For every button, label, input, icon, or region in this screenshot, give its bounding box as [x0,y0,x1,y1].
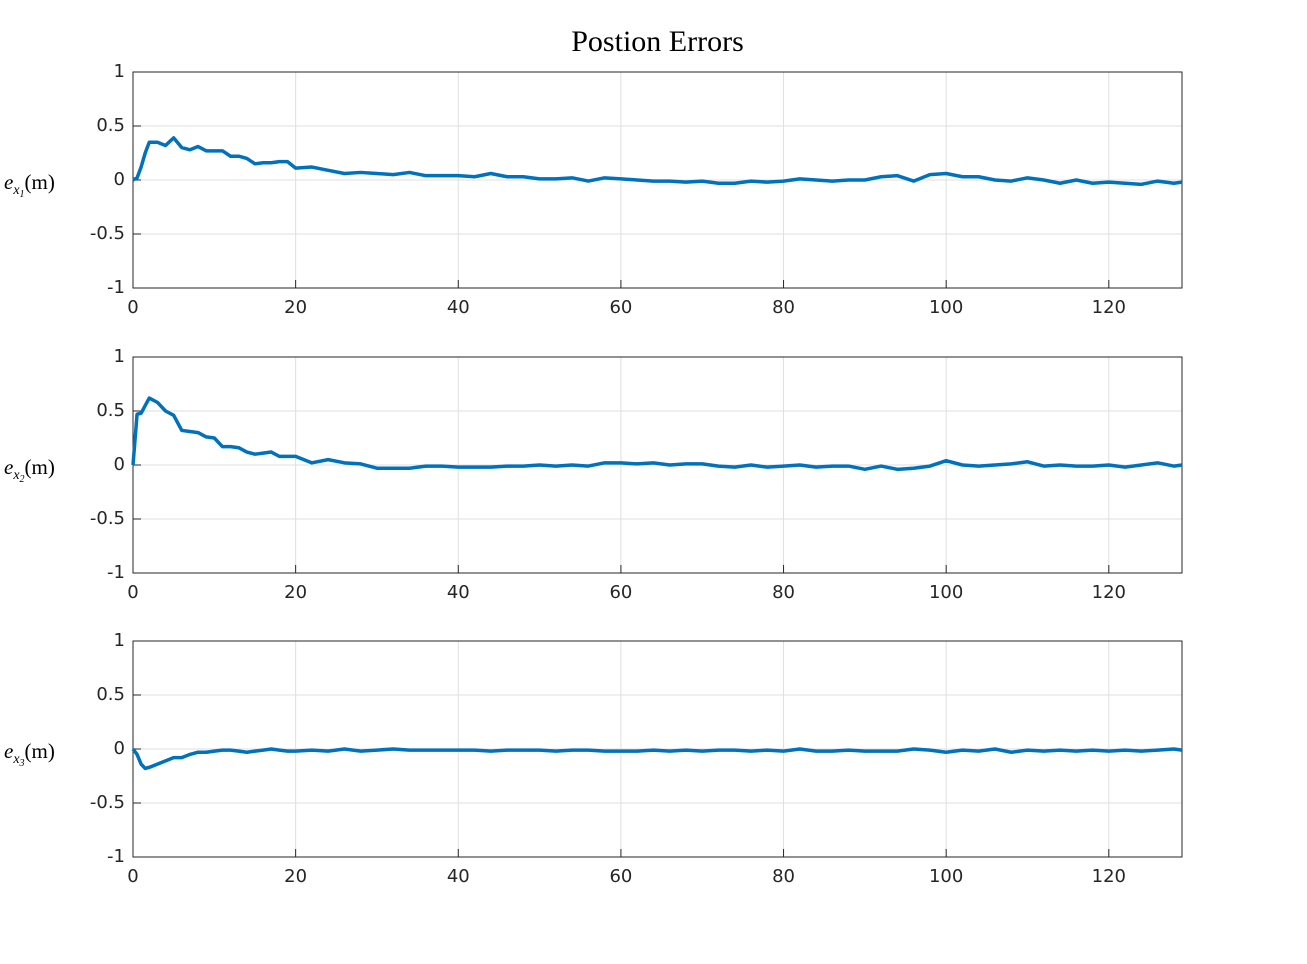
y-axis-label-part: e [4,170,13,194]
y-tick-label: 1 [114,61,125,82]
y-axis-label: ex1(m) [4,170,55,200]
x-tick-label: 40 [447,582,470,603]
y-tick-label: -1 [107,277,125,298]
y-axis-label-part: 3 [19,758,25,769]
x-tick-label: 60 [609,297,632,318]
x-tick-label: 60 [609,866,632,887]
x-tick-label: 120 [1092,866,1126,887]
x-tick-label: 0 [127,582,138,603]
x-tick-label: 120 [1092,297,1126,318]
y-tick-label: 0.5 [96,400,125,421]
y-tick-label: 1 [114,346,125,367]
x-tick-label: 0 [127,297,138,318]
y-axis-label-part: x [12,183,20,198]
x-tick-label: 20 [284,866,307,887]
x-tick-label: 100 [929,866,963,887]
x-tick-label: 80 [772,582,795,603]
y-tick-label: 0 [114,738,125,759]
x-tick-label: 40 [447,297,470,318]
x-tick-label: 60 [609,582,632,603]
y-tick-label: -0.5 [90,508,125,529]
y-axis-label-part: x [12,468,20,483]
x-tick-label: 0 [127,866,138,887]
x-tick-label: 120 [1092,582,1126,603]
y-axis-label: ex2(m) [4,455,55,485]
data-line [131,747,1183,771]
y-tick-label: 0 [114,454,125,475]
y-axis-label-part: 1 [20,189,25,200]
y-axis-label-part: (m) [25,170,55,194]
y-axis-label-part: e [4,455,13,479]
y-tick-label: 1 [114,630,125,651]
y-axis-label-part: (m) [25,455,55,479]
x-tick-label: 80 [772,866,795,887]
y-tick-label: 0.5 [96,115,125,136]
y-axis-label-part: 2 [20,474,25,485]
chart-title: Postion Errors [571,25,744,58]
data-line [131,396,1183,472]
x-tick-label: 20 [284,297,307,318]
y-axis-label: ex3(m) [4,739,55,769]
data-line [132,136,1183,187]
x-tick-label: 100 [929,297,963,318]
y-tick-label: -0.5 [90,223,125,244]
y-axis-label-part: x [12,752,20,767]
y-axis-label-part: e [4,739,13,763]
y-tick-label: -1 [107,846,125,867]
y-tick-label: -0.5 [90,792,125,813]
y-tick-label: -1 [107,562,125,583]
y-axis-label-part: (m) [25,739,55,763]
x-tick-label: 80 [772,297,795,318]
y-tick-label: 0 [114,169,125,190]
x-tick-label: 100 [929,582,963,603]
x-tick-label: 40 [447,866,470,887]
x-tick-label: 20 [284,582,307,603]
y-tick-label: 0.5 [96,684,125,705]
